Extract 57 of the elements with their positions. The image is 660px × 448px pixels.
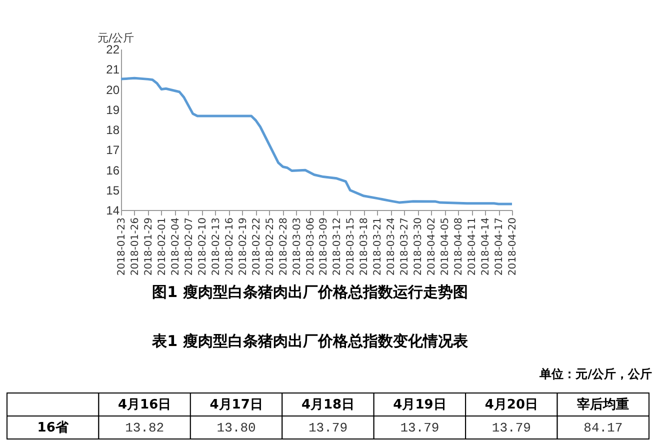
x-tick-label: 2018-03-06 bbox=[305, 218, 316, 276]
y-tick-label: 17 bbox=[106, 143, 120, 158]
y-tick-label: 20 bbox=[106, 82, 120, 97]
x-tick-label: 2018-03-18 bbox=[359, 218, 370, 276]
line-series bbox=[120, 76, 514, 206]
data-label: 13.79 bbox=[308, 420, 348, 436]
x-tick-label: 2018-02-04 bbox=[170, 218, 182, 276]
y-tick-label: 18 bbox=[106, 123, 120, 137]
x-tick-label: 2018-03-12 bbox=[332, 218, 344, 276]
x-tick-label: 2018-04-02 bbox=[426, 218, 438, 276]
category-label: 4月20日 bbox=[484, 398, 538, 412]
x-tick-label: 2018-03-09 bbox=[318, 218, 330, 276]
x-tick-label: 2018-02-10 bbox=[197, 218, 208, 276]
x-tick-label: 2018-04-17 bbox=[494, 218, 506, 276]
x-tick-label: 2018-02-07 bbox=[184, 218, 195, 276]
x-tick-label: 2018-03-21 bbox=[372, 218, 384, 276]
x-tick-label: 2018-03-03 bbox=[292, 218, 303, 276]
x-tick-label: 2018-04-05 bbox=[440, 218, 452, 276]
x-tick-label: 2018-02-13 bbox=[210, 218, 222, 276]
text: 表1 瘦肉型白条猪肉出厂价格总指数变化情况表 bbox=[151, 332, 469, 351]
x-tick-label: 2018-02-28 bbox=[278, 218, 290, 276]
x-tick-label: 2018-04-08 bbox=[454, 218, 465, 276]
x-tick-label: 2018-04-20 bbox=[508, 218, 518, 276]
data-label: 84.17 bbox=[584, 420, 623, 436]
y-tick-label: 19 bbox=[106, 102, 120, 117]
x-tick-label: 2018-04-14 bbox=[480, 218, 492, 276]
x-tick-label: 2018-02-01 bbox=[156, 218, 168, 276]
text: 单位：元/公斤，公斤 bbox=[540, 366, 652, 383]
y-tick-label: 22 bbox=[106, 42, 120, 56]
category-label: 4月16日 bbox=[118, 398, 172, 412]
x-tick-label: 2018-02-22 bbox=[251, 218, 262, 276]
x-tick-label: 2018-01-26 bbox=[130, 218, 141, 276]
y-tick-label: 16 bbox=[106, 163, 120, 178]
x-tick-label: 2018-03-15 bbox=[346, 218, 357, 276]
text: 16省 bbox=[37, 420, 70, 436]
x-tick-label: 2018-03-24 bbox=[386, 218, 398, 276]
x-tick-label: 2018-01-23 bbox=[116, 218, 128, 276]
x-tick-label: 2018-04-11 bbox=[467, 218, 478, 276]
data-label: 13.80 bbox=[216, 420, 256, 436]
y-axis-title: 元/公斤 bbox=[98, 32, 134, 44]
data-label: 13.82 bbox=[125, 420, 164, 436]
y-tick-label: 21 bbox=[106, 62, 120, 77]
data-label: 13.79 bbox=[492, 420, 531, 436]
x-tick-label: 2018-03-27 bbox=[400, 218, 411, 276]
category-label: 4月17日 bbox=[210, 398, 263, 412]
category-label: 4月19日 bbox=[393, 398, 446, 412]
text: 图1 瘦肉型白条猪肉出厂价格总指数运行走势图 bbox=[151, 283, 469, 302]
x-tick-label: 2018-01-29 bbox=[143, 218, 154, 276]
category-label: 宰后均重 bbox=[577, 396, 630, 412]
x-tick-label: 2018-03-30 bbox=[413, 218, 424, 276]
y-tick-label: 14 bbox=[106, 204, 120, 218]
x-tick-label: 2018-02-16 bbox=[224, 218, 236, 276]
data-label: 13.79 bbox=[400, 420, 440, 436]
y-tick-label: 15 bbox=[106, 183, 120, 198]
category-label: 4月18日 bbox=[301, 398, 355, 412]
x-tick-label: 2018-02-19 bbox=[238, 218, 249, 276]
x-tick-label: 2018-02-25 bbox=[264, 218, 276, 276]
